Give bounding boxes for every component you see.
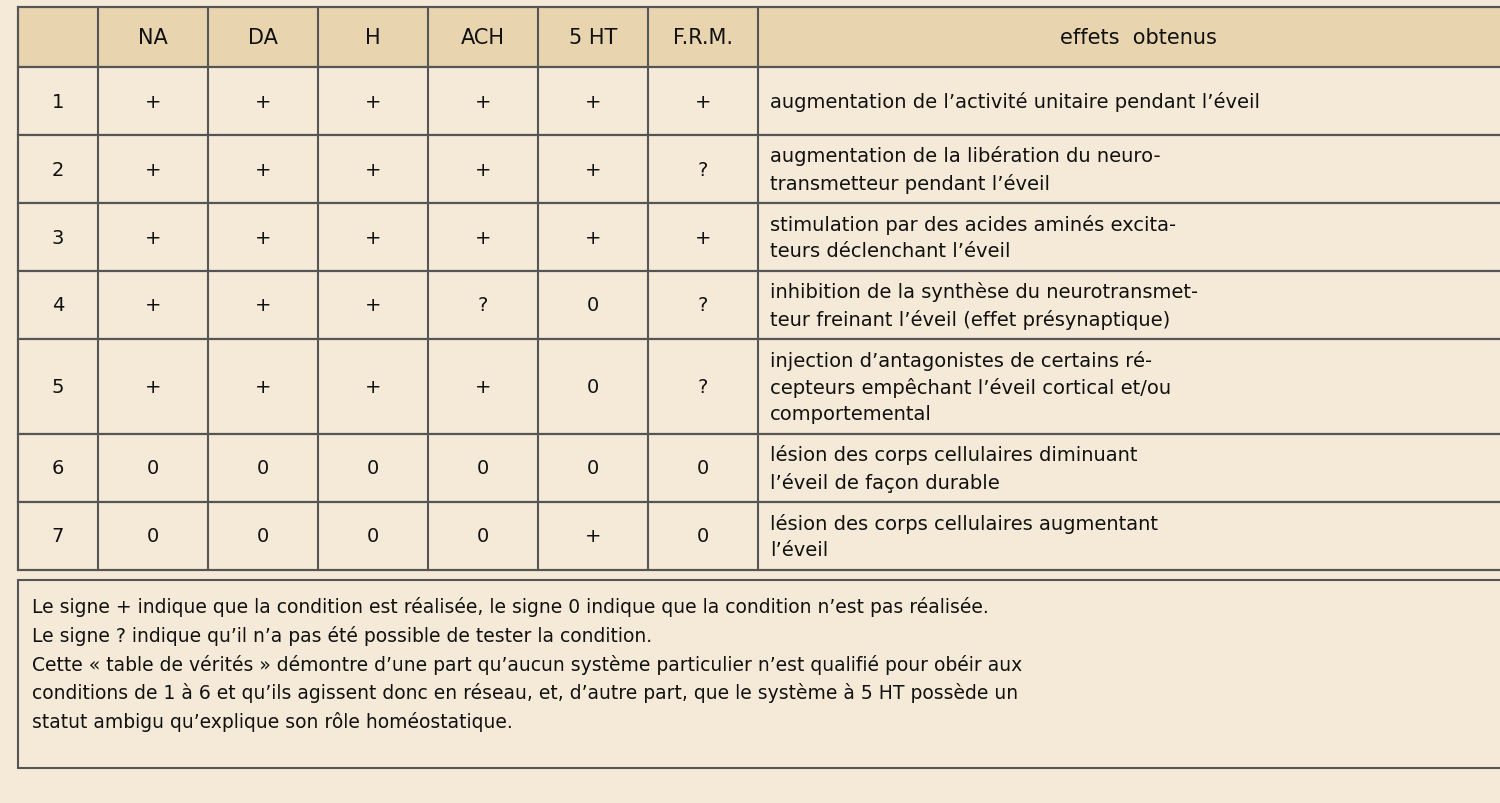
Text: 0: 0	[477, 527, 489, 546]
Text: +: +	[585, 527, 602, 546]
Text: 0: 0	[256, 527, 268, 546]
Bar	[18, 8, 1500, 68]
Bar	[18, 204, 1500, 271]
Text: 0: 0	[368, 527, 380, 546]
Text: 0: 0	[477, 459, 489, 478]
Text: augmentation de l’activité unitaire pendant l’éveil: augmentation de l’activité unitaire pend…	[770, 92, 1260, 112]
Text: +: +	[585, 228, 602, 247]
Text: 1: 1	[53, 92, 64, 112]
Text: 3: 3	[53, 228, 64, 247]
Text: +: +	[585, 161, 602, 179]
Text: inhibition de la synthèse du neurotransmet-
teur freinant l’éveil (effet présyna: inhibition de la synthèse du neurotransm…	[770, 282, 1198, 329]
Text: 2: 2	[53, 161, 64, 179]
Text: 4: 4	[53, 296, 64, 315]
Text: +: +	[364, 296, 381, 315]
Text: injection d’antagonistes de certains ré-
cepteurs empêchant l’éveil cortical et/: injection d’antagonistes de certains ré-…	[770, 351, 1172, 423]
Text: +: +	[364, 377, 381, 397]
Text: Le signe + indique que la condition est réalisée, le signe 0 indique que la cond: Le signe + indique que la condition est …	[32, 597, 1023, 732]
Bar	[18, 136, 1500, 204]
Text: NA: NA	[138, 28, 168, 48]
Text: effets  obtenus: effets obtenus	[1059, 28, 1217, 48]
Text: ?: ?	[698, 377, 708, 397]
Text: +: +	[144, 377, 162, 397]
Text: lésion des corps cellulaires diminuant
l’éveil de façon durable: lésion des corps cellulaires diminuant l…	[770, 445, 1137, 492]
Text: +: +	[144, 161, 162, 179]
Text: +: +	[694, 228, 711, 247]
Text: 5: 5	[51, 377, 64, 397]
Text: stimulation par des acides aminés excita-
teurs déclenchant l’éveil: stimulation par des acides aminés excita…	[770, 215, 1176, 260]
Text: ACH: ACH	[460, 28, 506, 48]
Bar	[18, 271, 1500, 340]
Text: +: +	[255, 296, 272, 315]
Text: 0: 0	[147, 527, 159, 546]
Text: ?: ?	[478, 296, 488, 315]
Text: lésion des corps cellulaires augmentant
l’éveil: lésion des corps cellulaires augmentant …	[770, 513, 1158, 559]
Text: +: +	[144, 296, 162, 315]
Text: F.R.M.: F.R.M.	[674, 28, 734, 48]
Text: 7: 7	[53, 527, 64, 546]
Text: 5 HT: 5 HT	[568, 28, 616, 48]
Text: +: +	[585, 92, 602, 112]
Bar	[18, 68, 1500, 136]
Bar	[18, 581, 1500, 768]
Text: +: +	[144, 92, 162, 112]
Text: +: +	[474, 161, 492, 179]
Text: 0: 0	[256, 459, 268, 478]
Text: 0: 0	[368, 459, 380, 478]
Text: +: +	[255, 92, 272, 112]
Text: 0: 0	[586, 459, 598, 478]
Bar	[18, 434, 1500, 503]
Text: 6: 6	[53, 459, 64, 478]
Text: +: +	[364, 161, 381, 179]
Text: +: +	[364, 92, 381, 112]
Text: +: +	[694, 92, 711, 112]
Text: 0: 0	[147, 459, 159, 478]
Text: H: H	[364, 28, 381, 48]
Bar	[18, 503, 1500, 570]
Text: ?: ?	[698, 161, 708, 179]
Text: +: +	[255, 228, 272, 247]
Text: +: +	[474, 377, 492, 397]
Text: 0: 0	[586, 296, 598, 315]
Text: +: +	[474, 228, 492, 247]
Text: DA: DA	[248, 28, 278, 48]
Text: +: +	[255, 161, 272, 179]
Text: 0: 0	[698, 459, 709, 478]
Text: +: +	[255, 377, 272, 397]
Text: 0: 0	[698, 527, 709, 546]
Text: 0: 0	[586, 377, 598, 397]
Text: +: +	[364, 228, 381, 247]
Text: +: +	[144, 228, 162, 247]
Text: +: +	[474, 92, 492, 112]
Text: augmentation de la libération du neuro-
transmetteur pendant l’éveil: augmentation de la libération du neuro- …	[770, 146, 1161, 194]
Bar	[18, 340, 1500, 434]
Text: ?: ?	[698, 296, 708, 315]
